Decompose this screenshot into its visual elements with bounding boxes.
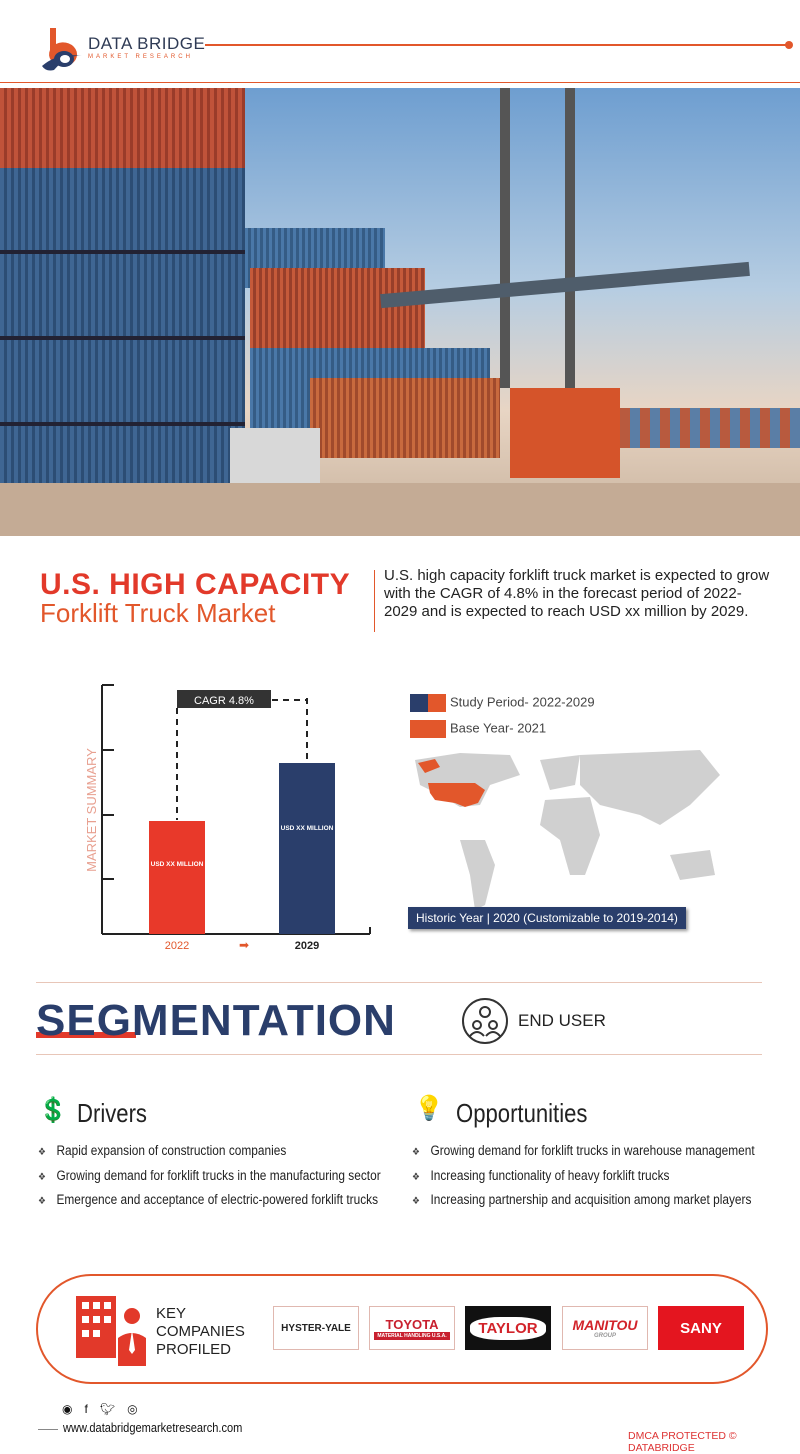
x-tick-2029: 2029	[295, 940, 319, 952]
driver-item: Growing demand for forklift trucks in th…	[38, 1168, 381, 1183]
brand-name: DATA BRIDGE	[88, 34, 206, 53]
whatsapp-icon: ◉	[62, 1402, 85, 1416]
social-icons[interactable]: ◉f🐦︎◎	[62, 1402, 150, 1416]
header-divider	[205, 44, 788, 46]
segmentation-title: SEGMENTATION	[36, 996, 396, 1045]
drivers-title: Drivers	[77, 1098, 147, 1128]
logo-sany: SANY	[658, 1306, 744, 1350]
facebook-icon: f	[84, 1402, 100, 1416]
divider	[36, 1054, 762, 1055]
bar-label-2029: USD XX MILLION	[281, 825, 334, 832]
lightbulb-icon: 💡	[414, 1095, 444, 1122]
historic-year-badge: Historic Year | 2020 (Customizable to 20…	[408, 907, 686, 929]
y-axis-label: MARKET SUMMARY	[84, 748, 99, 872]
cagr-label: CAGR 4.8%	[194, 695, 254, 707]
us-highlight	[428, 783, 485, 807]
world-map	[415, 750, 720, 910]
opportunities-title: Opportunities	[456, 1098, 588, 1128]
logo-icon	[40, 26, 84, 74]
opportunity-item: Increasing functionality of heavy forkli…	[412, 1168, 669, 1183]
segment-end-user: END USER	[518, 1011, 606, 1030]
market-description: U.S. high capacity forklift truck market…	[384, 567, 770, 620]
logo-taylor: TAYLOR	[465, 1306, 551, 1350]
swatch-navy	[410, 694, 428, 712]
key-companies-label: KEY COMPANIES PROFILED	[156, 1305, 245, 1358]
title-underline	[36, 1032, 136, 1038]
opportunity-item: Growing demand for forklift trucks in wa…	[412, 1143, 754, 1158]
header-dot	[785, 41, 793, 49]
driver-item: Emergence and acceptance of electric-pow…	[38, 1192, 378, 1207]
report-subtitle: Forklift Truck Market	[40, 598, 276, 628]
instagram-icon: ◎	[127, 1402, 150, 1416]
logo-hyster-yale: HYSTER-YALE	[273, 1306, 359, 1350]
legend-base-year: Base Year- 2021	[410, 720, 546, 738]
divider	[36, 982, 762, 983]
report-title: U.S. HIGH CAPACITY	[40, 568, 351, 601]
swatch-orange	[428, 694, 446, 712]
hero-image	[0, 88, 800, 536]
users-icon	[462, 998, 508, 1044]
brand-tagline: MARKET RESEARCH	[88, 54, 193, 60]
bar-label-2022: USD XX MILLION	[151, 861, 204, 868]
market-summary-chart: MARKET SUMMARY CAGR 4.8% USD XX MILLION …	[84, 684, 371, 952]
logo-manitou: MANITOU GROUP	[562, 1306, 648, 1350]
cagr-badge	[177, 690, 271, 708]
footer-line	[38, 1429, 58, 1430]
title-divider	[374, 570, 375, 632]
header-rule	[0, 82, 800, 83]
twitter-icon: 🐦︎	[99, 1402, 128, 1416]
bar-2029	[279, 763, 335, 934]
drivers-icon: 💲	[38, 1097, 68, 1124]
key-companies-panel	[36, 1274, 768, 1384]
arrow-icon: ➡	[239, 938, 249, 952]
logo-toyota: TOYOTA MATERIAL HANDLING U.S.A.	[369, 1306, 455, 1350]
swatch-orange	[410, 720, 446, 738]
bar-2022	[149, 821, 205, 934]
company-building-icon	[76, 1294, 152, 1366]
dmca-notice: DMCA PROTECTED © DATABRIDGE	[628, 1430, 737, 1454]
opportunity-item: Increasing partnership and acquisition a…	[412, 1192, 751, 1207]
x-tick-2022: 2022	[165, 940, 189, 952]
website-link[interactable]: www.databridgemarketresearch.com	[63, 1420, 243, 1435]
legend-study-period: Study Period- 2022-2029	[410, 694, 595, 712]
driver-item: Rapid expansion of construction companie…	[38, 1143, 286, 1158]
